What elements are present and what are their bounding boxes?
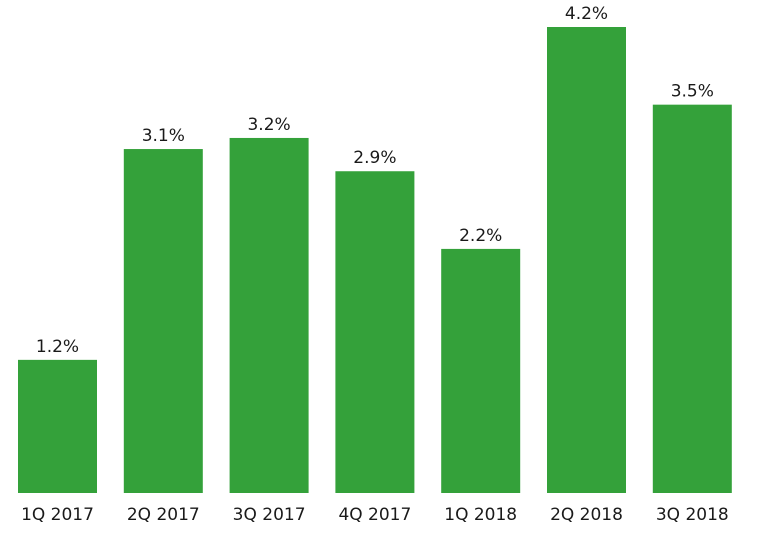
bar-1q-2017	[18, 359, 97, 493]
bar-1q-2018	[441, 248, 521, 493]
value-label-1q-2018: 2.2%	[459, 226, 502, 246]
bar-3q-2018	[652, 104, 732, 494]
bar-2q-2018	[547, 27, 626, 493]
x-tick-label-2q-2017: 2Q 2017	[127, 505, 200, 525]
bars-group	[18, 27, 732, 494]
x-tick-label-2q-2018: 2Q 2018	[550, 505, 623, 525]
bar-2q-2017	[123, 149, 203, 494]
value-label-1q-2017: 1.2%	[36, 337, 79, 357]
x-tick-label-3q-2017: 3Q 2017	[233, 505, 306, 525]
value-label-3q-2017: 3.2%	[247, 115, 290, 135]
x-tick-labels-group: 1Q 2017 2Q 2017 3Q 2017 4Q 2017 1Q 2018 2Q 20…	[21, 505, 729, 525]
bar-3q-2017	[229, 137, 309, 493]
x-tick-label-1q-2018: 1Q 2018	[444, 505, 517, 525]
value-label-2q-2018: 4.2%	[565, 4, 608, 24]
x-tick-label-3q-2018: 3Q 2018	[656, 505, 729, 525]
value-label-4q-2017: 2.9%	[353, 148, 396, 168]
value-labels-group: 1.2% 3.1% 3.2% 2.9% 2.2% 4.2% 3.5%	[36, 4, 714, 357]
bar-4q-2017	[335, 171, 415, 493]
value-label-2q-2017: 3.1%	[142, 126, 185, 146]
x-tick-label-4q-2017: 4Q 2017	[338, 505, 411, 525]
x-tick-label-1q-2017: 1Q 2017	[21, 505, 94, 525]
value-label-3q-2018: 3.5%	[671, 82, 714, 102]
